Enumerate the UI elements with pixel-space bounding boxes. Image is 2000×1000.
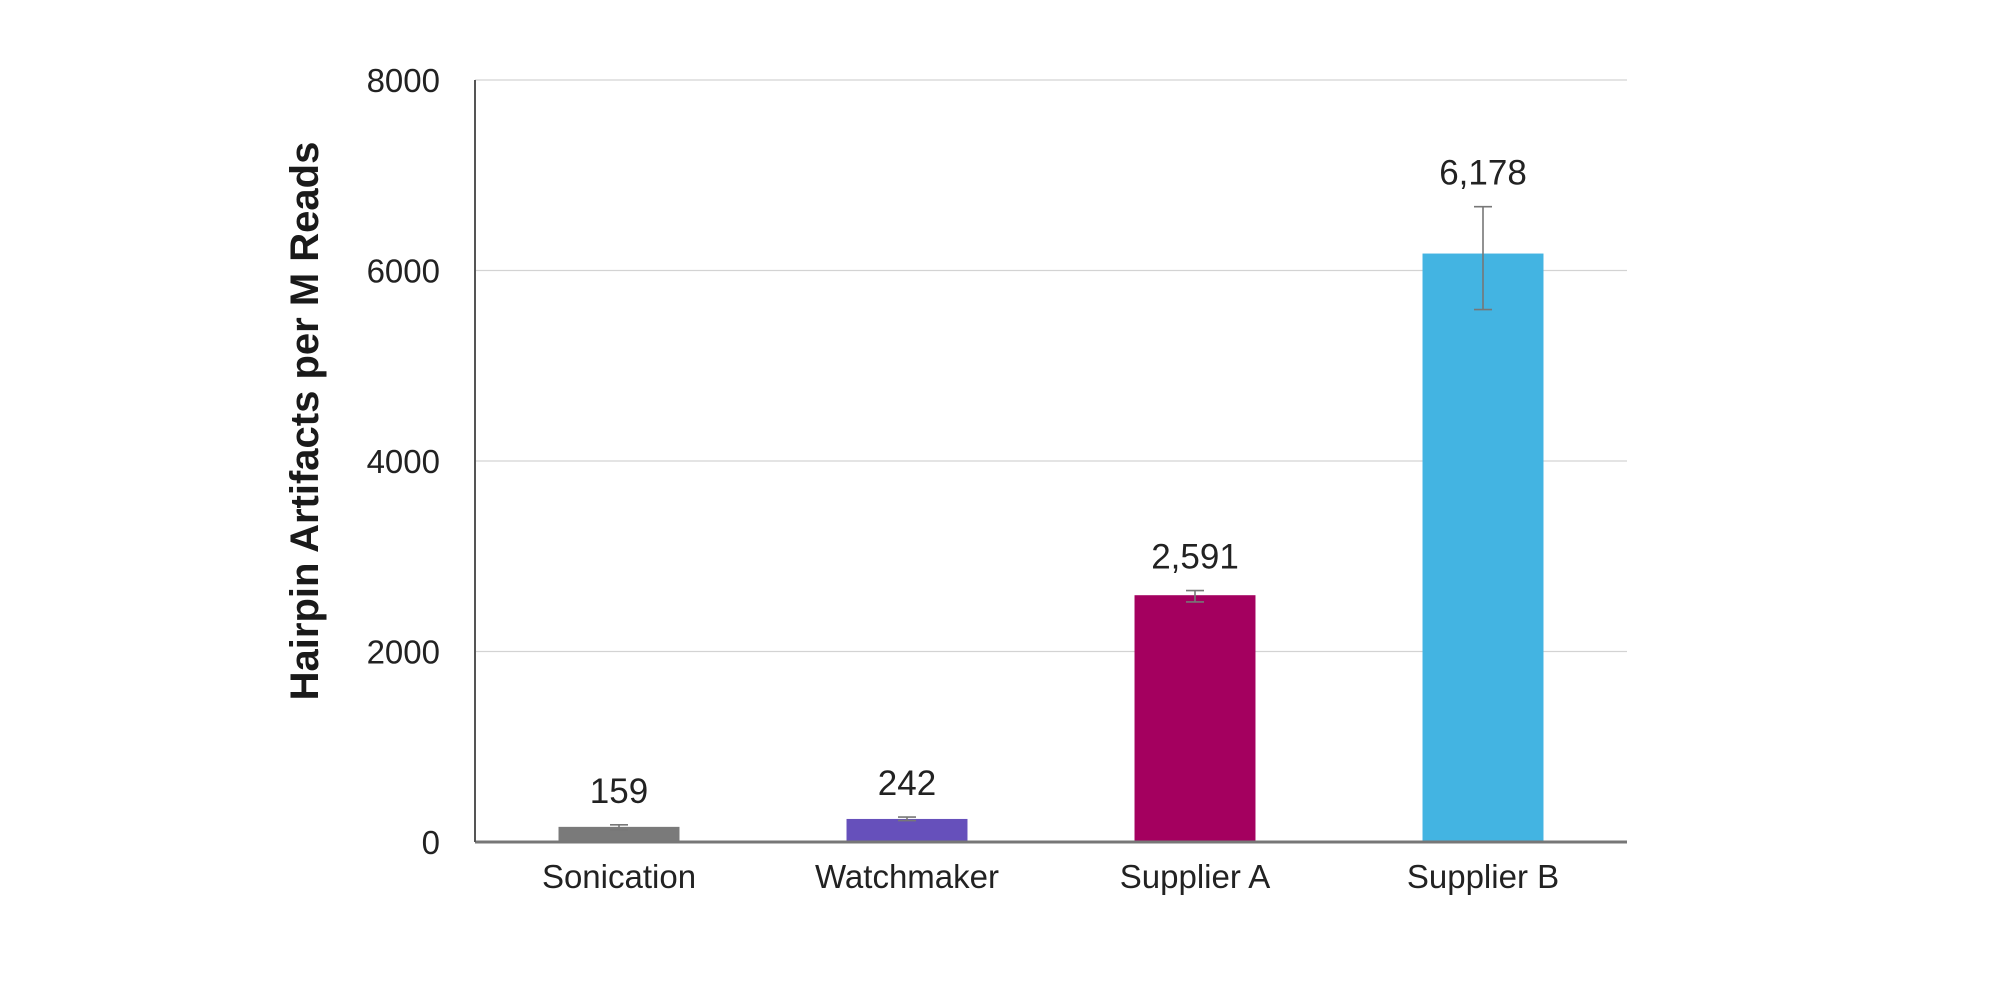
data-labels: 159 242 2,591 6,178 [590, 154, 1527, 811]
y-tick-label: 0 [422, 824, 440, 861]
x-tick-label: Supplier A [1120, 858, 1270, 895]
x-tick-label: Watchmaker [815, 858, 999, 895]
y-axis-title: Hairpin Artifacts per M Reads [283, 142, 327, 701]
y-tick-label: 4000 [367, 443, 440, 480]
data-label: 159 [590, 772, 648, 811]
x-tick-labels: Sonication Watchmaker Supplier A Supplier B [542, 858, 1559, 895]
bar [1134, 595, 1256, 842]
y-tick-label: 8000 [367, 62, 440, 99]
data-label: 242 [878, 764, 936, 803]
error-bars [610, 205, 1492, 831]
bar [846, 818, 968, 842]
x-tick-label: Sonication [542, 858, 696, 895]
y-tick-label: 2000 [367, 634, 440, 671]
bar [558, 826, 680, 842]
data-label: 6,178 [1439, 154, 1527, 193]
data-label: 2,591 [1151, 538, 1239, 577]
y-tick-labels: 0 2000 4000 6000 8000 [367, 62, 440, 861]
bars [558, 253, 1544, 842]
bar [1422, 253, 1544, 842]
y-tick-label: 6000 [367, 253, 440, 290]
x-tick-label: Supplier B [1407, 858, 1559, 895]
